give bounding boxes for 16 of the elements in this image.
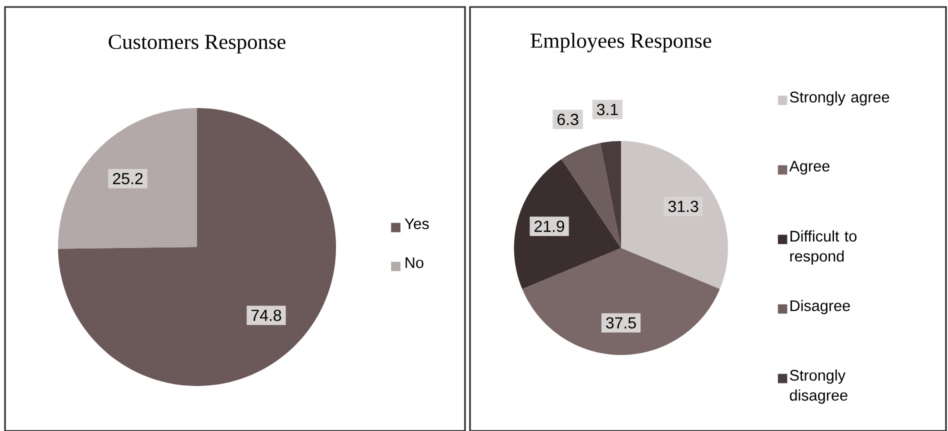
legend-label: Strongly disagree [790, 369, 848, 404]
data-label: 25.2 [113, 172, 143, 184]
legend-label: Yes [404, 218, 429, 230]
data-label: 31.3 [668, 200, 698, 212]
data-label: 21.9 [534, 220, 564, 232]
chart-title: Employees Response [530, 32, 712, 52]
data-label: 6.3 [558, 114, 578, 126]
legend-label: No [406, 257, 424, 268]
legend-label: Disagree [790, 300, 850, 314]
data-label: 74.8 [251, 310, 282, 322]
data-label: 37.5 [606, 317, 636, 329]
legend-label: Strongly agree [790, 91, 890, 106]
legend-label: Difficult to respond [790, 230, 856, 265]
legend-label: Agree [789, 160, 830, 175]
data-label: 3.1 [596, 104, 618, 116]
chart-title: Customers Response [108, 34, 286, 54]
